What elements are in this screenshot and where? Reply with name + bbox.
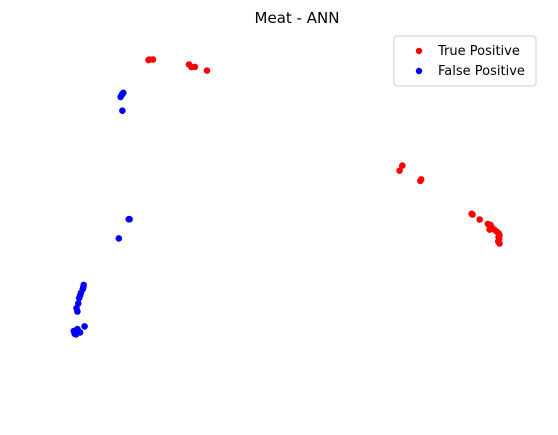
point-false-positive-2: [117, 93, 124, 101]
point-true-positive-12: [469, 211, 476, 218]
point-false-positive-16: [81, 323, 88, 330]
point-false-positive-5: [126, 215, 133, 223]
legend-marker-true-positive: [415, 47, 423, 55]
legend: True Positive False Positive: [393, 35, 537, 87]
point-true-positive-2: [149, 56, 157, 63]
point-true-positive-13: [476, 216, 484, 223]
point-false-positive-22: [72, 331, 80, 338]
legend-label-true-positive: True Positive: [437, 44, 520, 59]
point-false-positive-15: [74, 308, 81, 315]
point-true-positive-6: [203, 67, 211, 74]
chart-title: Meat - ANN: [255, 9, 340, 27]
point-true-positive-25: [496, 240, 503, 247]
point-true-positive-5: [191, 63, 199, 71]
legend-marker-false-positive: [415, 67, 423, 75]
point-true-positive-8: [399, 162, 406, 169]
point-false-positive-6: [115, 235, 123, 242]
point-false-positive-12: [75, 294, 83, 302]
points-layer: [70, 56, 503, 338]
legend-box: [393, 35, 537, 87]
legend-label-false-positive: False Positive: [438, 64, 525, 79]
point-true-positive-7: [396, 167, 403, 174]
point-true-positive-10: [417, 176, 425, 183]
point-false-positive-3: [119, 107, 126, 114]
